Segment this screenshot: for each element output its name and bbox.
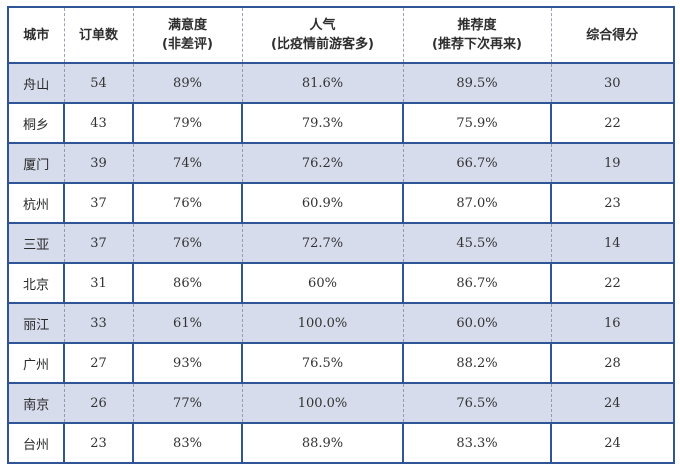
- cell-satisfaction: 76%: [133, 223, 243, 264]
- cell-orders: 31: [64, 263, 134, 304]
- cell-score: 23: [551, 183, 674, 224]
- cell-satisfaction: 89%: [133, 63, 243, 104]
- cell-popularity: 76.5%: [242, 343, 404, 384]
- cell-city: 杭州: [8, 183, 65, 224]
- cell-recommendation: 76.5%: [403, 383, 552, 424]
- city-ranking-table: 城市 订单数 满意度 (非差评) 人气 (比疫情前游客多) 推荐度 (推荐下次再…: [7, 6, 675, 464]
- cell-satisfaction: 61%: [133, 303, 243, 344]
- cell-popularity: 76.2%: [242, 143, 404, 184]
- cell-orders: 37: [64, 183, 134, 224]
- table-row: 三亚 37 76% 72.7% 45.5% 14: [8, 223, 674, 264]
- cell-recommendation: 86.7%: [403, 263, 552, 304]
- cell-city: 舟山: [8, 63, 65, 104]
- header-score-label: 综合得分: [586, 27, 639, 43]
- cell-recommendation: 87.0%: [403, 183, 552, 224]
- cell-score: 24: [551, 423, 674, 464]
- header-recommendation: 推荐度 (推荐下次再来): [403, 7, 552, 64]
- cell-popularity: 88.9%: [242, 423, 404, 464]
- header-popularity-note: (比疫情前游客多): [271, 37, 374, 52]
- header-satisfaction: 满意度 (非差评): [133, 7, 243, 64]
- cell-popularity: 100.0%: [242, 303, 404, 344]
- cell-popularity: 81.6%: [242, 63, 404, 104]
- cell-satisfaction: 74%: [133, 143, 243, 184]
- cell-city: 台州: [8, 423, 65, 464]
- cell-city: 三亚: [8, 223, 65, 264]
- cell-score: 28: [551, 343, 674, 384]
- header-row: 城市 订单数 满意度 (非差评) 人气 (比疫情前游客多) 推荐度 (推荐下次再…: [8, 7, 674, 64]
- cell-orders: 54: [64, 63, 134, 104]
- cell-satisfaction: 86%: [133, 263, 243, 304]
- header-orders: 订单数: [64, 7, 134, 64]
- cell-recommendation: 88.2%: [403, 343, 552, 384]
- table-body: 舟山 54 89% 81.6% 89.5% 30 桐乡 43 79% 79.3%…: [8, 63, 674, 464]
- cell-recommendation: 66.7%: [403, 143, 552, 184]
- cell-popularity: 100.0%: [242, 383, 404, 424]
- header-satisfaction-label: 满意度: [167, 18, 207, 33]
- cell-recommendation: 45.5%: [403, 223, 552, 264]
- table-row: 杭州 37 76% 60.9% 87.0% 23: [8, 183, 674, 224]
- table-row: 厦门 39 74% 76.2% 66.7% 19: [8, 143, 674, 184]
- cell-orders: 37: [64, 223, 134, 264]
- table-row: 南京 26 77% 100.0% 76.5% 24: [8, 383, 674, 424]
- table-header: 城市 订单数 满意度 (非差评) 人气 (比疫情前游客多) 推荐度 (推荐下次再…: [8, 7, 674, 64]
- table-row: 北京 31 86% 60% 86.7% 22: [8, 263, 674, 304]
- cell-recommendation: 83.3%: [403, 423, 552, 464]
- cell-orders: 43: [64, 103, 134, 144]
- table-row: 台州 23 83% 88.9% 83.3% 24: [8, 423, 674, 464]
- header-score: 综合得分: [551, 7, 674, 64]
- cell-satisfaction: 93%: [133, 343, 243, 384]
- cell-satisfaction: 79%: [133, 103, 243, 144]
- cell-recommendation: 75.9%: [403, 103, 552, 144]
- cell-score: 22: [551, 103, 674, 144]
- cell-city: 北京: [8, 263, 65, 304]
- cell-orders: 23: [64, 423, 134, 464]
- cell-city: 丽江: [8, 303, 65, 344]
- cell-city: 厦门: [8, 143, 65, 184]
- cell-score: 24: [551, 383, 674, 424]
- cell-orders: 39: [64, 143, 134, 184]
- header-satisfaction-note: (非差评): [162, 37, 213, 52]
- cell-recommendation: 89.5%: [403, 63, 552, 104]
- header-popularity-label: 人气: [309, 18, 336, 33]
- cell-satisfaction: 83%: [133, 423, 243, 464]
- header-orders-label: 订单数: [78, 27, 118, 43]
- header-city: 城市: [8, 7, 65, 64]
- header-city-label: 城市: [23, 27, 50, 43]
- header-popularity: 人气 (比疫情前游客多): [242, 7, 404, 64]
- table-row: 丽江 33 61% 100.0% 60.0% 16: [8, 303, 674, 344]
- cell-satisfaction: 77%: [133, 383, 243, 424]
- header-recommendation-label: 推荐度: [457, 18, 497, 33]
- cell-score: 19: [551, 143, 674, 184]
- cell-popularity: 60%: [242, 263, 404, 304]
- table-container: 城市 订单数 满意度 (非差评) 人气 (比疫情前游客多) 推荐度 (推荐下次再…: [7, 6, 675, 464]
- header-recommendation-note: (推荐下次再来): [432, 37, 522, 52]
- cell-popularity: 60.9%: [242, 183, 404, 224]
- cell-popularity: 79.3%: [242, 103, 404, 144]
- cell-popularity: 72.7%: [242, 223, 404, 264]
- cell-score: 22: [551, 263, 674, 304]
- cell-score: 16: [551, 303, 674, 344]
- table-row: 广州 27 93% 76.5% 88.2% 28: [8, 343, 674, 384]
- table-row: 舟山 54 89% 81.6% 89.5% 30: [8, 63, 674, 104]
- cell-orders: 27: [64, 343, 134, 384]
- table-row: 桐乡 43 79% 79.3% 75.9% 22: [8, 103, 674, 144]
- cell-orders: 33: [64, 303, 134, 344]
- cell-score: 30: [551, 63, 674, 104]
- cell-city: 桐乡: [8, 103, 65, 144]
- cell-satisfaction: 76%: [133, 183, 243, 224]
- cell-score: 14: [551, 223, 674, 264]
- cell-city: 广州: [8, 343, 65, 384]
- cell-city: 南京: [8, 383, 65, 424]
- cell-recommendation: 60.0%: [403, 303, 552, 344]
- cell-orders: 26: [64, 383, 134, 424]
